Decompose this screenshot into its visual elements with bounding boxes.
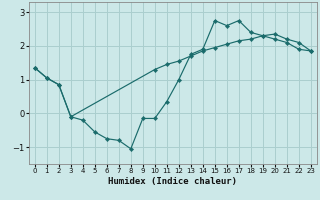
X-axis label: Humidex (Indice chaleur): Humidex (Indice chaleur) (108, 177, 237, 186)
